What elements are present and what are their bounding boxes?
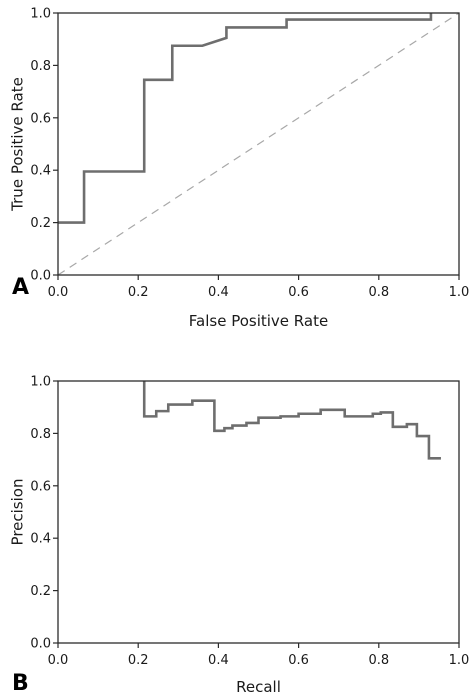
- roc-y-tick-label: 0.4: [30, 164, 51, 179]
- precision-recall-chart: 0.0 0.2 0.4 0.6 0.8 1.0 0.0 0.2 0.4 0.6 0.8 1.0 Rec…: [9, 375, 470, 697]
- pr-x-tick-label: 0.0: [48, 653, 69, 668]
- pr-x-tick-label: 0.8: [368, 653, 389, 668]
- roc-y-tick-label: 0.6: [30, 111, 51, 126]
- pr-ticks-layer: 0.0 0.2 0.4 0.6 0.8 1.0 0.0 0.2 0.4 0.6 0.8 1.0: [30, 375, 469, 669]
- roc-chart: 0.0 0.2 0.4 0.6 0.8 1.0 0.0 0.2 0.4 0.6 0.8 1.0 Fal…: [9, 7, 470, 331]
- pr-y-tick-label: 0.0: [30, 637, 51, 652]
- pr-y-tick-label: 0.6: [30, 479, 51, 494]
- roc-y-tick-label: 0.0: [30, 269, 51, 284]
- roc-x-axis-label: False Positive Rate: [189, 312, 328, 330]
- roc-x-tick-label: 0.6: [288, 285, 309, 300]
- roc-x-tick-label: 0.8: [368, 285, 389, 300]
- pr-y-tick-label: 0.4: [30, 532, 51, 547]
- pr-y-axis-label: Precision: [9, 479, 27, 546]
- pr-y-tick-label: 1.0: [30, 375, 51, 390]
- roc-ticks-layer: 0.0 0.2 0.4 0.6 0.8 1.0 0.0 0.2 0.4 0.6 0.8 1.0: [30, 7, 469, 301]
- roc-y-axis-label: True Positive Rate: [9, 77, 27, 212]
- pr-y-tick-label: 0.8: [30, 427, 51, 442]
- roc-x-tick-label: 0.0: [48, 285, 69, 300]
- pr-x-tick-label: 1.0: [449, 653, 470, 668]
- roc-series-layer: [57, 12, 460, 276]
- pr-y-tick-label: 0.2: [30, 584, 51, 599]
- roc-curve-line: [58, 13, 433, 224]
- roc-x-tick-label: 0.4: [208, 285, 229, 300]
- roc-y-tick-label: 0.2: [30, 216, 51, 231]
- pr-x-axis-label: Recall: [236, 678, 281, 696]
- roc-x-tick-label: 0.2: [128, 285, 149, 300]
- roc-plot-frame: [57, 12, 460, 276]
- pr-plot-frame: [57, 380, 460, 644]
- pr-x-tick-label: 0.2: [128, 653, 149, 668]
- pr-x-tick-label: 0.4: [208, 653, 229, 668]
- panel-label-a: A: [12, 275, 29, 300]
- pr-series-layer: [142, 381, 441, 460]
- roc-y-tick-label: 0.8: [30, 59, 51, 74]
- pr-x-tick-label: 0.6: [288, 653, 309, 668]
- roc-y-tick-label: 1.0: [30, 7, 51, 22]
- roc-x-tick-label: 1.0: [449, 285, 470, 300]
- roc-chance-diagonal-line: [57, 12, 460, 276]
- pr-curve-line: [142, 381, 441, 460]
- panel-label-b: B: [12, 671, 29, 696]
